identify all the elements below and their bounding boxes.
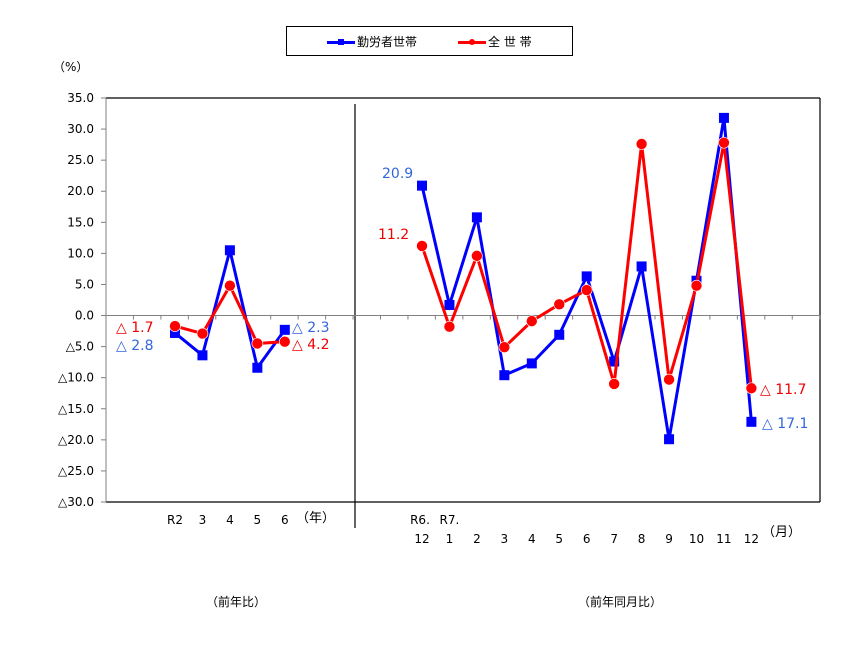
monthly-section-label: （前年同月比） bbox=[578, 595, 663, 609]
series-workers bbox=[170, 245, 290, 373]
y-tick-label: 20.0 bbox=[67, 184, 94, 198]
data-point bbox=[224, 245, 235, 256]
x-axis-unit-year: （年） bbox=[296, 511, 335, 526]
data-point bbox=[553, 298, 566, 311]
data-label: 20.9 bbox=[382, 166, 413, 182]
data-point bbox=[636, 261, 647, 272]
data-point bbox=[444, 299, 455, 310]
x-tick-label: 6 bbox=[281, 513, 289, 527]
x-tick-label: 10 bbox=[689, 532, 704, 546]
x-tick-label: 9 bbox=[665, 532, 673, 546]
x-tick-label: 7 bbox=[610, 532, 618, 546]
x-tick-label: 12 bbox=[744, 532, 759, 546]
data-point bbox=[718, 136, 730, 149]
data-point bbox=[498, 341, 511, 354]
data-point bbox=[664, 434, 675, 445]
data-label: 11.2 bbox=[378, 227, 409, 243]
series-layer bbox=[169, 112, 758, 445]
data-point bbox=[663, 373, 675, 386]
x-tick-label: 1 bbox=[446, 532, 454, 546]
legend-item-workers: 勤労者世帯 bbox=[327, 33, 417, 50]
y-axis-unit-label: （%） bbox=[53, 60, 89, 74]
x-tick-label: 5 bbox=[555, 532, 563, 546]
y-tick-label: 5.0 bbox=[75, 277, 94, 291]
y-tick-label: △20.0 bbox=[58, 433, 94, 447]
x-tick-label: 11 bbox=[716, 532, 731, 546]
data-label: △ 1.7 bbox=[116, 320, 153, 336]
y-tick-label: △25.0 bbox=[58, 464, 94, 478]
data-point bbox=[499, 370, 510, 381]
data-point bbox=[525, 315, 538, 327]
data-point bbox=[609, 356, 620, 367]
data-point bbox=[471, 250, 483, 262]
series-all bbox=[416, 136, 758, 395]
x-tick-label: 12 bbox=[414, 532, 429, 546]
x-axis-unit-month: （月） bbox=[762, 525, 801, 540]
data-point bbox=[443, 320, 456, 333]
data-point bbox=[580, 284, 593, 296]
data-label: △ 17.1 bbox=[762, 416, 808, 432]
data-point bbox=[252, 362, 263, 373]
data-point bbox=[416, 240, 428, 252]
data-point bbox=[279, 324, 290, 335]
data-point bbox=[196, 327, 209, 340]
data-point bbox=[169, 320, 181, 332]
annual-section-label: （前年比） bbox=[206, 595, 267, 609]
x-tick-label: 8 bbox=[638, 532, 646, 546]
y-tick-label: 15.0 bbox=[67, 215, 94, 229]
y-axis: 35.0 30.0 25.0 20.0 15.0 10.0 5.0 0.0 △5.0 △10.0 △… bbox=[58, 91, 106, 509]
data-label: △ 4.2 bbox=[292, 337, 329, 353]
legend-workers-label: 勤労者世帯 bbox=[357, 35, 418, 49]
y-tick-label: △5.0 bbox=[66, 340, 94, 354]
data-point bbox=[197, 350, 208, 361]
legend-item-all: 全 世 帯 bbox=[458, 33, 532, 50]
data-point bbox=[554, 329, 565, 340]
x-tick-label: 3 bbox=[199, 513, 207, 527]
x-tick-label-top: R7. bbox=[440, 513, 460, 527]
data-point bbox=[746, 416, 757, 427]
x-tick-label: 5 bbox=[254, 513, 262, 527]
legend-workers-marker-icon bbox=[327, 37, 355, 47]
x-tick-label: 6 bbox=[583, 532, 591, 546]
data-point bbox=[278, 335, 291, 348]
data-point bbox=[224, 279, 236, 292]
y-tick-label: △30.0 bbox=[58, 495, 94, 509]
data-point bbox=[718, 112, 729, 123]
x-tick-label: 4 bbox=[226, 513, 234, 527]
y-tick-label: 25.0 bbox=[67, 153, 94, 167]
y-tick-label: △10.0 bbox=[58, 371, 94, 385]
x-tick-label: 3 bbox=[501, 532, 509, 546]
x-tick-label-top: R6. bbox=[410, 513, 430, 527]
y-tick-label: 0.0 bbox=[75, 309, 94, 323]
data-point bbox=[526, 358, 537, 369]
x-tick-label: 2 bbox=[473, 532, 481, 546]
legend: 勤労者世帯 全 世 帯 bbox=[286, 26, 573, 56]
data-point bbox=[170, 327, 180, 338]
x-tick-label: R2 bbox=[167, 513, 183, 527]
data-point bbox=[251, 337, 264, 350]
data-point bbox=[417, 180, 427, 191]
data-point bbox=[581, 271, 592, 282]
data-label: △ 2.3 bbox=[292, 320, 329, 336]
legend-all-label: 全 世 帯 bbox=[488, 35, 532, 49]
y-tick-label: △15.0 bbox=[58, 402, 94, 416]
y-tick-label: 35.0 bbox=[67, 91, 94, 105]
data-point bbox=[690, 279, 703, 292]
y-tick-label: 10.0 bbox=[67, 246, 94, 260]
legend-all-marker-icon bbox=[458, 37, 486, 47]
series-all bbox=[169, 279, 291, 350]
data-point bbox=[608, 378, 620, 390]
data-point bbox=[471, 212, 482, 223]
data-labels: △ 1.7 △ 2.8 △ 2.3△ 4.2 20.9 11.2 △ 11.7 △ 17.1 bbox=[116, 166, 808, 432]
data-label: △ 11.7 bbox=[760, 382, 806, 398]
data-point bbox=[635, 138, 648, 150]
data-point bbox=[745, 382, 758, 395]
y-tick-label: 30.0 bbox=[67, 122, 94, 136]
data-label: △ 2.8 bbox=[116, 338, 153, 354]
x-tick-label: 4 bbox=[528, 532, 536, 546]
